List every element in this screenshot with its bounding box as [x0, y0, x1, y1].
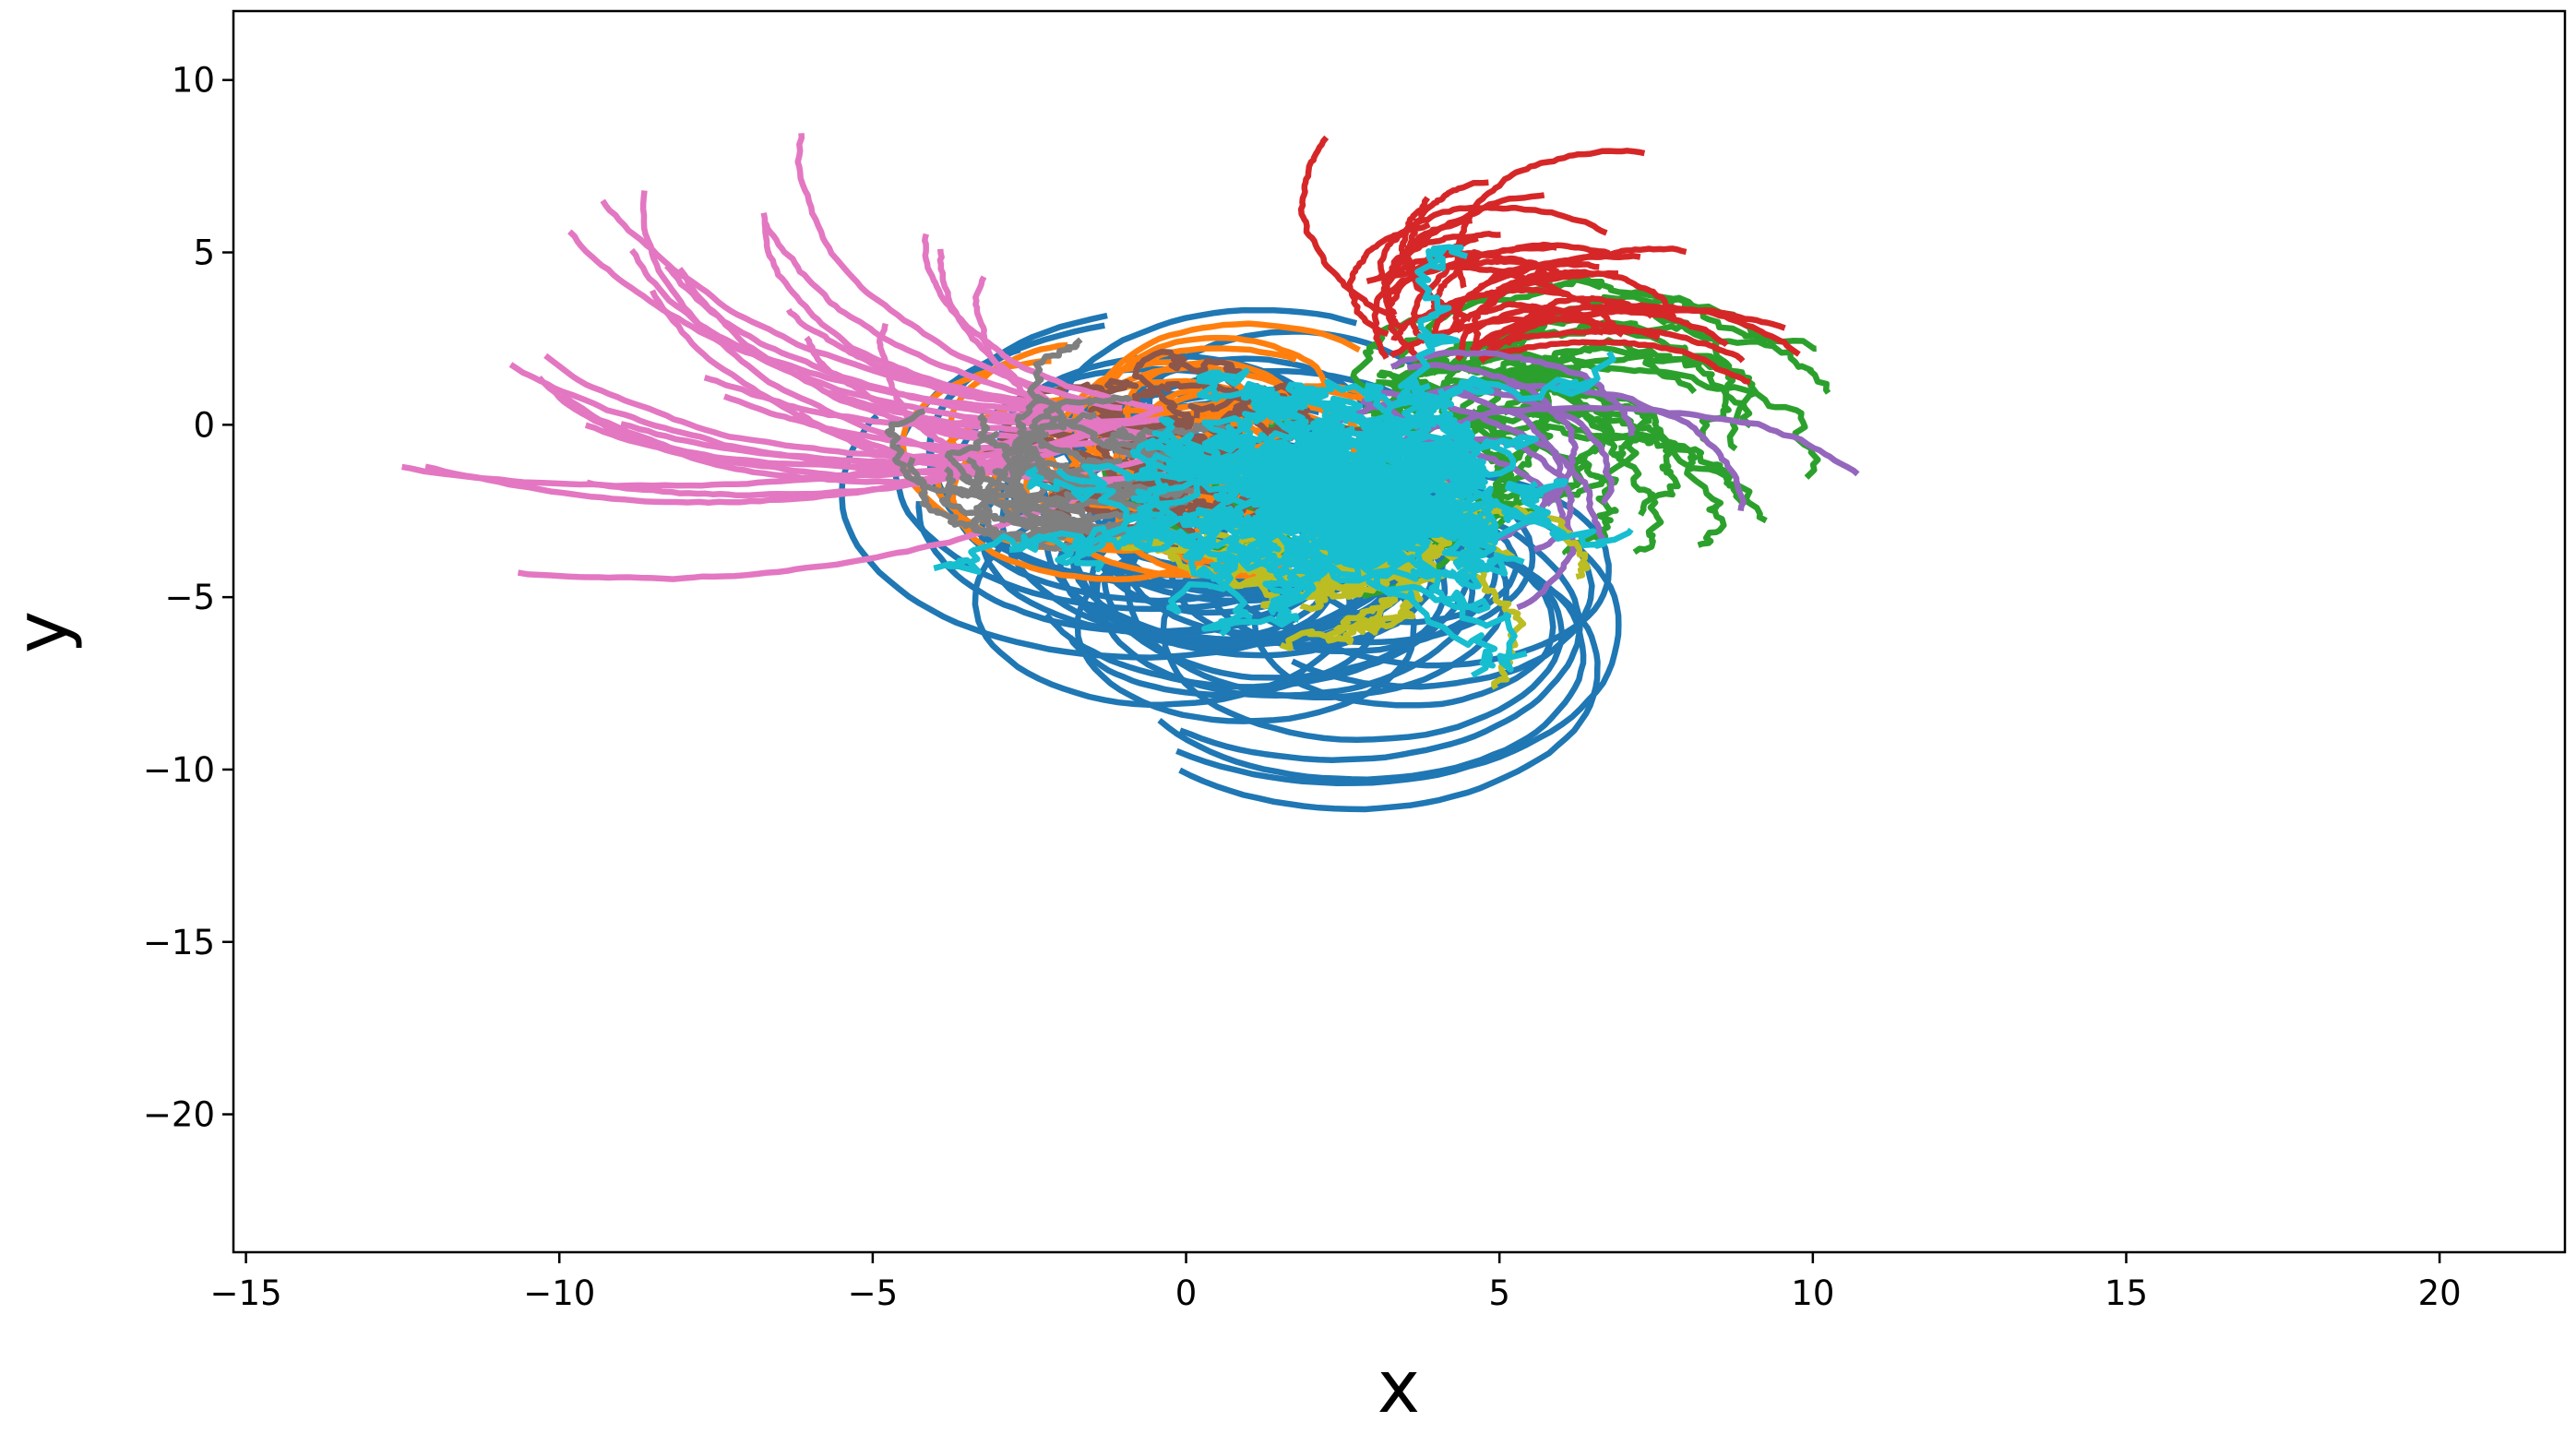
- trajectory-line: [804, 335, 1020, 440]
- trajectory-line: [1055, 505, 1287, 573]
- series-8: [884, 337, 1226, 553]
- trajectory-line: [1304, 508, 1499, 564]
- trajectory-line: [1226, 503, 1317, 623]
- trajectory-line: [1297, 135, 1397, 322]
- plot-frame: [232, 9, 2567, 1254]
- x-tick-label: −10: [523, 1273, 595, 1313]
- trajectory-line: [1340, 447, 1478, 481]
- y-tick-label: −10: [143, 750, 215, 790]
- trajectory-line: [760, 212, 1085, 411]
- trajectory-line: [785, 307, 1078, 413]
- trajectory-line: [1321, 478, 1634, 549]
- trajectory-line: [1390, 404, 1860, 477]
- trajectory-line: [1275, 489, 1473, 589]
- trajectory-line: [1178, 502, 1583, 763]
- trajectory-line: [1244, 433, 1339, 503]
- x-tick-label: −5: [848, 1273, 899, 1313]
- y-tick-label: −15: [143, 923, 215, 962]
- x-axis: −15 −10 −5 0 5 10 15 20: [210, 1252, 2462, 1313]
- trajectory-line: [1144, 487, 1330, 580]
- y-axis: −20 −15 −10 −5 0 5 10: [143, 61, 233, 1135]
- trajectory-line: [401, 424, 1068, 489]
- trajectory-line: [1120, 448, 1316, 544]
- x-axis-label: x: [1377, 1346, 1420, 1429]
- trajectory-line: [761, 220, 1062, 411]
- trajectory-line: [1382, 217, 1473, 331]
- x-tick-label: 0: [1175, 1273, 1198, 1313]
- trajectory-line: [1389, 349, 1636, 436]
- trajectory-line: [1479, 307, 1729, 364]
- x-tick-label: −15: [210, 1273, 282, 1313]
- trajectory-line: [1429, 253, 1641, 339]
- trajectory-line: [1274, 487, 1461, 603]
- trajectory-line: [1423, 436, 1575, 553]
- trajectory-line: [1377, 204, 1608, 281]
- trajectory-line: [1472, 269, 1619, 353]
- x-tick-label: 20: [2418, 1273, 2462, 1313]
- y-axis-label: y: [1, 611, 84, 653]
- y-tick-label: 0: [193, 405, 215, 445]
- trajectory-line: [1345, 221, 1431, 338]
- y-tick-label: 5: [193, 233, 215, 273]
- trajectory-line: [424, 442, 1041, 506]
- trajectory-line: [1132, 348, 1245, 436]
- trajectory-line: [922, 233, 1155, 411]
- trajectory-line: [703, 374, 1068, 427]
- trajectory-line: [1486, 328, 1746, 364]
- trajectory-line: [1476, 344, 1746, 452]
- x-tick-label: 15: [2105, 1273, 2148, 1313]
- trajectory-line: [559, 391, 1025, 479]
- x-tick-label: 5: [1488, 1273, 1510, 1313]
- series-layer: [401, 133, 1860, 813]
- trajectory-line: [1398, 196, 1473, 323]
- trajectory-line: [965, 456, 1146, 511]
- series-4: [1297, 135, 1801, 386]
- trajectory-line: [794, 133, 1123, 412]
- trajectory-line: [906, 457, 1073, 543]
- trajectory-line: [1478, 339, 1751, 386]
- trajectory-line: [629, 247, 1137, 428]
- trajectory-line: [839, 413, 1441, 661]
- series-10: [933, 244, 1634, 678]
- trajectory-line: [1029, 394, 1133, 470]
- trajectory-line: [1409, 244, 1558, 344]
- trajectory-line: [1178, 529, 1601, 813]
- y-tick-label: −20: [143, 1095, 215, 1135]
- trajectory-line: [1201, 509, 1336, 632]
- trajectory-line: [1342, 461, 1488, 513]
- trajectory-line: [1321, 395, 1431, 483]
- y-tick-label: 10: [172, 61, 215, 101]
- trajectory-line: [1027, 337, 1164, 466]
- x-tick-label: 10: [1791, 1273, 1834, 1313]
- y-tick-label: −5: [164, 578, 215, 617]
- trajectory-line: [1380, 353, 1574, 440]
- trajectory-line: [723, 393, 1160, 453]
- trajectory-line: [1452, 148, 1646, 289]
- trajectory-line: [1454, 305, 1608, 362]
- trajectory-line: [1504, 294, 1654, 347]
